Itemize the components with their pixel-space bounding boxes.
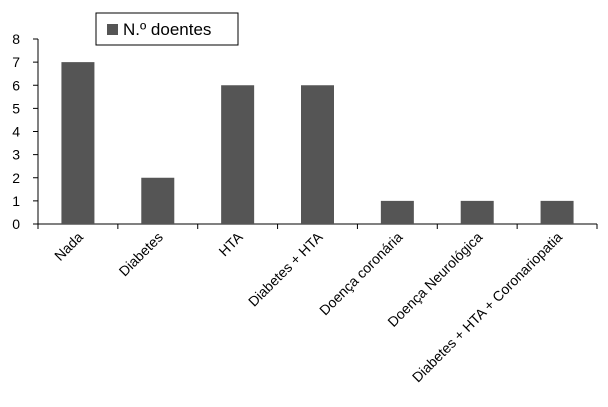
- x-axis: [37, 223, 598, 229]
- y-tick-label: 5: [12, 100, 20, 116]
- y-tick-label: 4: [12, 124, 20, 140]
- y-tick-label: 8: [12, 31, 20, 47]
- bar: [301, 85, 334, 224]
- x-tick-label: Diabetes: [116, 229, 166, 279]
- y-tick-label: 7: [12, 54, 20, 70]
- bar: [460, 200, 494, 224]
- bar: [141, 177, 175, 224]
- y-tick-label: 1: [12, 193, 20, 209]
- x-tick-label: HTA: [215, 228, 246, 259]
- bar: [61, 62, 95, 224]
- y-axis: 0 1 2 3 4 5 6 7 8: [12, 31, 39, 232]
- y-tick-label: 0: [12, 216, 20, 232]
- y-tick-label: 6: [12, 77, 20, 93]
- bars: [61, 62, 574, 224]
- bar: [540, 200, 574, 224]
- y-tick-label: 3: [12, 147, 20, 163]
- legend: N.º doentes: [95, 12, 239, 46]
- x-tick-label: Nada: [51, 229, 86, 264]
- legend-label: N.º doentes: [123, 20, 211, 39]
- x-tick-label: Diabetes + HTA: [245, 228, 326, 309]
- x-tick-label: Doença coronária: [316, 229, 406, 319]
- bar: [221, 85, 255, 224]
- legend-swatch: [107, 24, 118, 35]
- bar: [380, 200, 414, 224]
- y-tick-label: 2: [12, 170, 20, 186]
- x-tick-label: Diabetes + HTA + Coronariopatia: [409, 229, 566, 386]
- legend-box: [95, 12, 239, 46]
